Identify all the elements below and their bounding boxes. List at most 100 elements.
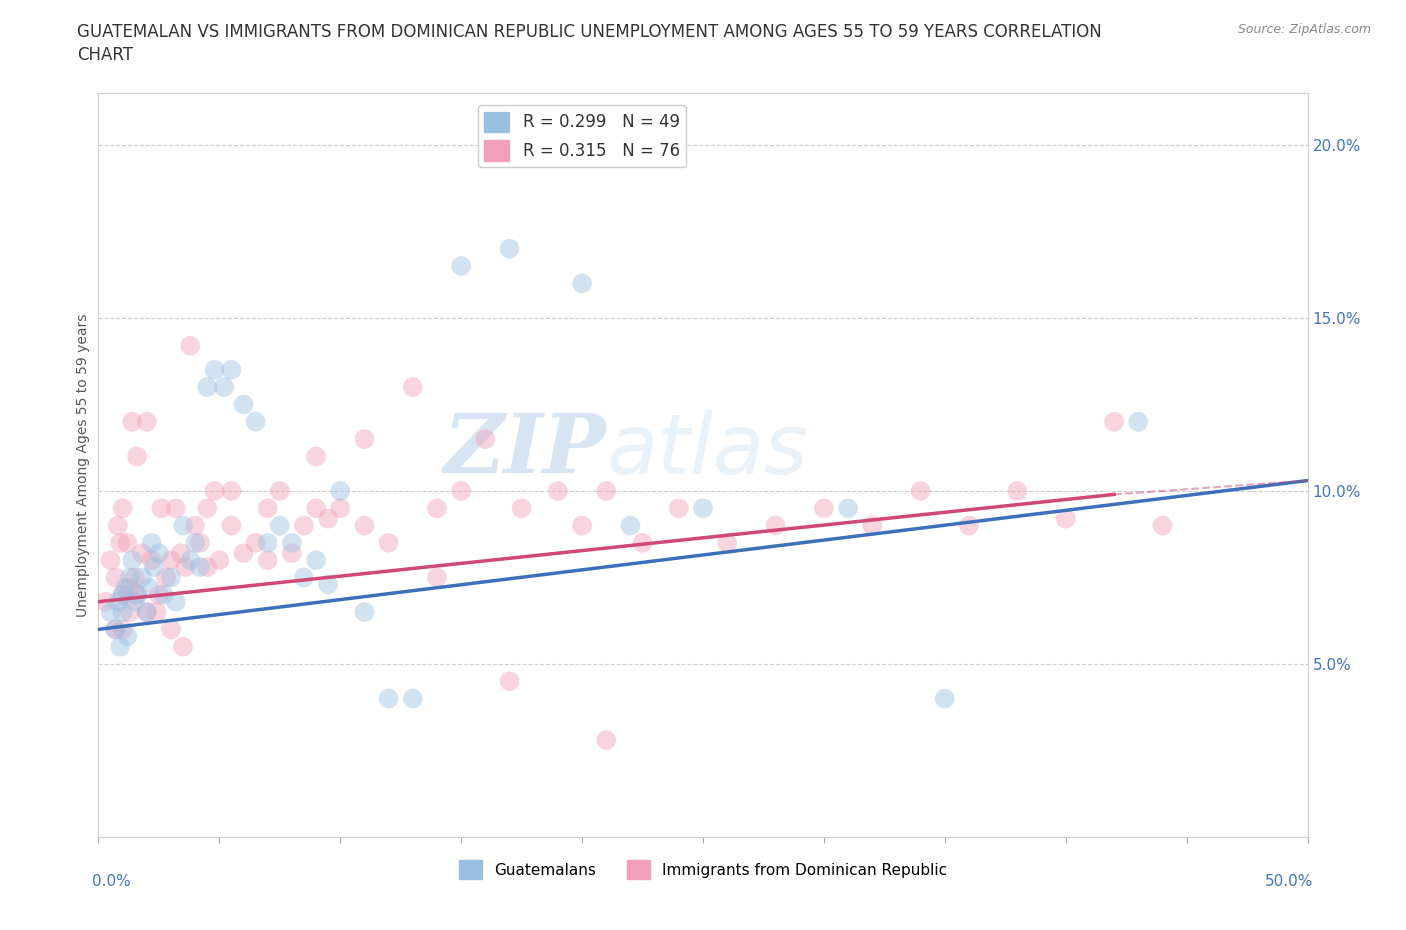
- Point: [184, 518, 207, 533]
- Point: [292, 570, 315, 585]
- Point: [160, 570, 183, 585]
- Point: [188, 560, 211, 575]
- Point: [571, 518, 593, 533]
- Point: [114, 580, 136, 595]
- Point: [118, 570, 141, 585]
- Point: [117, 536, 139, 551]
- Point: [245, 536, 267, 551]
- Point: [155, 570, 177, 585]
- Point: [127, 588, 149, 603]
- Point: [377, 536, 399, 551]
- Point: [450, 259, 472, 273]
- Text: GUATEMALAN VS IMMIGRANTS FROM DOMINICAN REPUBLIC UNEMPLOYMENT AMONG AGES 55 TO 5: GUATEMALAN VS IMMIGRANTS FROM DOMINICAN …: [77, 23, 1102, 41]
- Point: [547, 484, 569, 498]
- Point: [165, 594, 187, 609]
- Point: [510, 501, 533, 516]
- Point: [595, 484, 617, 498]
- Point: [138, 580, 160, 595]
- Point: [305, 552, 328, 567]
- Point: [135, 604, 157, 619]
- Point: [269, 518, 291, 533]
- Point: [160, 622, 183, 637]
- Point: [117, 629, 139, 644]
- Point: [195, 379, 218, 394]
- Point: [143, 560, 166, 575]
- Point: [232, 397, 254, 412]
- Point: [402, 379, 425, 394]
- Point: [135, 604, 157, 619]
- Point: [329, 484, 352, 498]
- Point: [668, 501, 690, 516]
- Point: [1102, 414, 1125, 429]
- Point: [127, 449, 149, 464]
- Point: [124, 570, 146, 585]
- Point: [212, 379, 235, 394]
- Point: [256, 536, 278, 551]
- Point: [100, 604, 122, 619]
- Point: [256, 501, 278, 516]
- Point: [281, 536, 304, 551]
- Point: [118, 604, 141, 619]
- Point: [179, 339, 201, 353]
- Point: [595, 733, 617, 748]
- Point: [329, 501, 352, 516]
- Point: [256, 552, 278, 567]
- Point: [221, 363, 243, 378]
- Point: [1054, 512, 1077, 526]
- Point: [111, 604, 134, 619]
- Point: [104, 622, 127, 637]
- Point: [377, 691, 399, 706]
- Point: [402, 691, 425, 706]
- Point: [111, 501, 134, 516]
- Point: [221, 518, 243, 533]
- Point: [145, 604, 167, 619]
- Point: [184, 536, 207, 551]
- Point: [204, 363, 226, 378]
- Point: [353, 604, 375, 619]
- Point: [353, 432, 375, 446]
- Point: [353, 518, 375, 533]
- Point: [107, 518, 129, 533]
- Point: [169, 546, 191, 561]
- Point: [135, 414, 157, 429]
- Point: [837, 501, 859, 516]
- Point: [221, 484, 243, 498]
- Point: [426, 570, 449, 585]
- Point: [316, 512, 339, 526]
- Point: [692, 501, 714, 516]
- Point: [195, 501, 218, 516]
- Point: [131, 570, 153, 585]
- Point: [716, 536, 738, 551]
- Point: [148, 546, 170, 561]
- Point: [1128, 414, 1150, 429]
- Point: [498, 241, 520, 256]
- Point: [813, 501, 835, 516]
- Point: [141, 552, 163, 567]
- Point: [111, 622, 134, 637]
- Point: [1007, 484, 1029, 498]
- Point: [172, 639, 194, 654]
- Text: ZIP: ZIP: [444, 410, 606, 490]
- Point: [108, 639, 131, 654]
- Point: [765, 518, 787, 533]
- Point: [165, 501, 187, 516]
- Point: [860, 518, 883, 533]
- Point: [107, 594, 129, 609]
- Point: [1152, 518, 1174, 533]
- Point: [160, 552, 183, 567]
- Point: [94, 594, 117, 609]
- Text: CHART: CHART: [77, 46, 134, 64]
- Point: [450, 484, 472, 498]
- Text: 50.0%: 50.0%: [1265, 874, 1313, 889]
- Point: [619, 518, 641, 533]
- Point: [195, 560, 218, 575]
- Point: [292, 518, 315, 533]
- Point: [474, 432, 496, 446]
- Point: [104, 570, 127, 585]
- Point: [179, 552, 201, 567]
- Point: [305, 501, 328, 516]
- Point: [426, 501, 449, 516]
- Point: [631, 536, 654, 551]
- Point: [957, 518, 980, 533]
- Point: [118, 580, 141, 595]
